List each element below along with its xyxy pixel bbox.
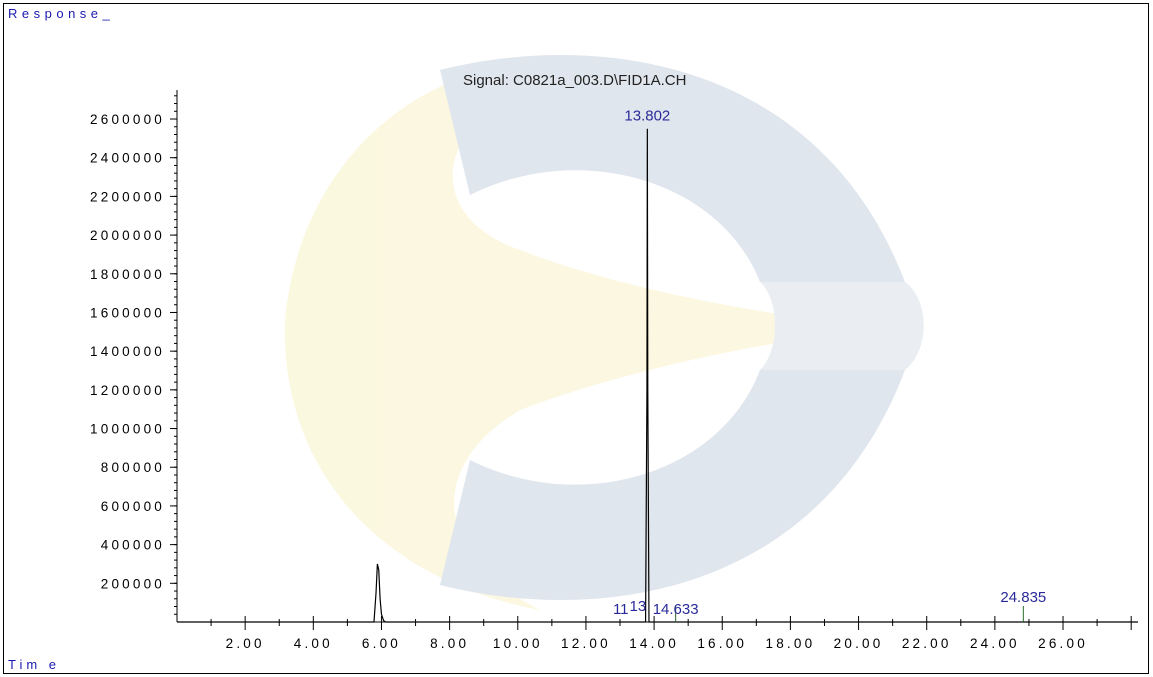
peak-markers: 13.802 14.633 24.835 11 13	[613, 108, 1046, 622]
cluster-label: 11	[613, 601, 629, 618]
y-tick-label: 2600000	[90, 112, 165, 127]
x-tick-label: 18.00	[766, 636, 816, 651]
y-tick-label: 2400000	[90, 151, 165, 166]
x-tick-label: 10.00	[493, 636, 543, 651]
x-tick-label: 8.00	[430, 636, 469, 651]
chart-frame	[3, 3, 1149, 674]
x-tick-label: 22.00	[902, 636, 952, 651]
y-tick-label: 1600000	[90, 305, 165, 320]
x-tick-label: 26.00	[1038, 636, 1088, 651]
y-tick-label: 1200000	[90, 383, 165, 398]
x-tick-label: 16.00	[697, 636, 747, 651]
x-tick-label: 2.00	[226, 636, 265, 651]
y-axis-ticks: 200000 400000 600000 800000 1000000 1200000 14…	[90, 95, 177, 615]
y-tick-label: 800000	[101, 460, 165, 475]
signal-line	[177, 128, 1138, 623]
y-tick-label: 2200000	[90, 189, 165, 204]
y-tick-label: 200000	[101, 576, 165, 591]
y-tick-label: 1800000	[90, 267, 165, 282]
x-tick-label: 24.00	[970, 636, 1020, 651]
x-tick-label: 14.00	[629, 636, 679, 651]
chart-title: Signal: C0821a_003.D\FID1A.CH	[463, 72, 686, 89]
y-tick-label: 400000	[101, 538, 165, 553]
peak-label: 13.802	[624, 108, 670, 125]
signal-trace	[177, 128, 1138, 623]
y-tick-label: 600000	[101, 499, 165, 514]
x-tick-label: 20.00	[834, 636, 884, 651]
watermark-logo	[284, 54, 936, 610]
y-tick-label: 1400000	[90, 344, 165, 359]
peak-label: 14.633	[653, 601, 699, 618]
cluster-label: 13	[630, 598, 647, 615]
y-axis-label: Response_	[8, 6, 115, 21]
y-tick-label: 2000000	[90, 228, 165, 243]
x-tick-label: 12.00	[561, 636, 611, 651]
y-tick-label: 1000000	[90, 422, 165, 437]
peak-label: 24.835	[1000, 589, 1046, 606]
x-axis-label: Tim e	[8, 657, 61, 672]
x-tick-label: 4.00	[294, 636, 333, 651]
x-tick-label: 6.00	[362, 636, 401, 651]
x-axis-ticks: 2.00 4.00 6.00 8.00 10.00 12.00 14.00 16.00 18.0…	[210, 616, 1132, 651]
